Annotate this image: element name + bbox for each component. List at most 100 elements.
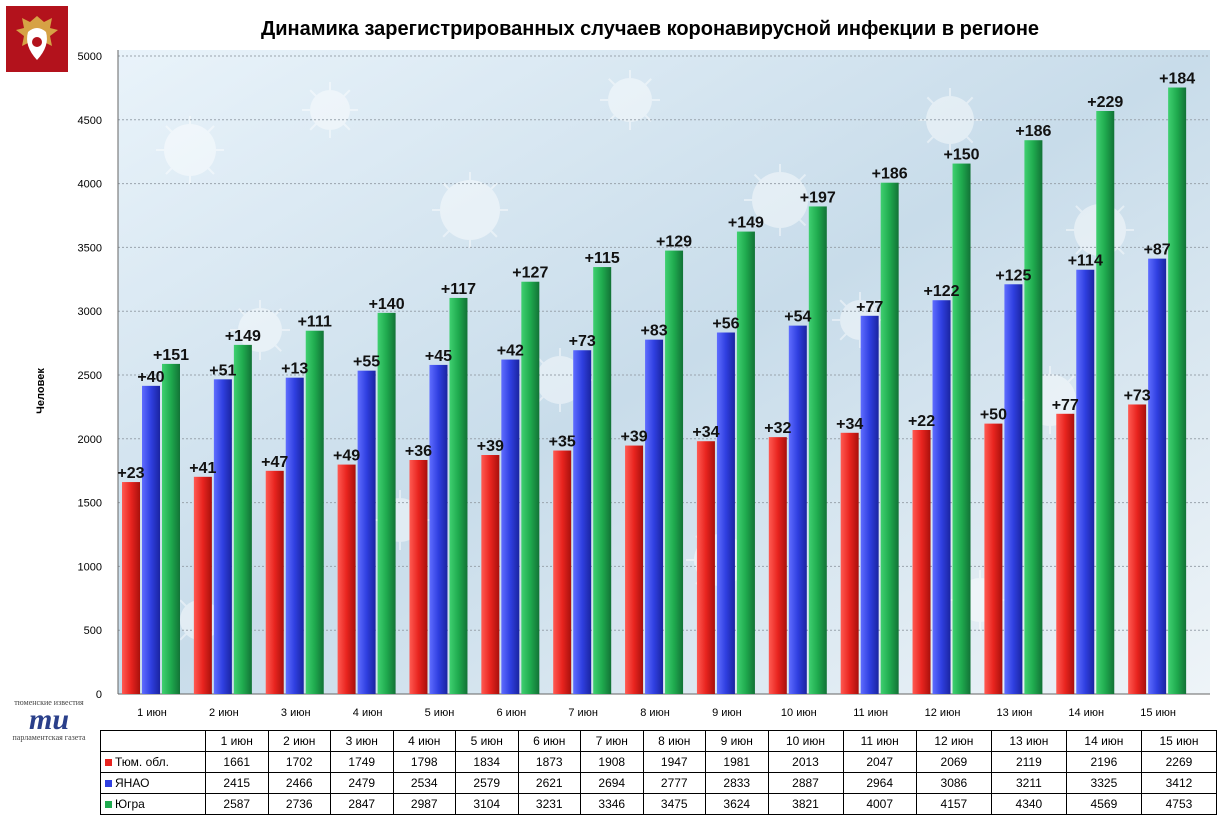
- bar-yanao: [716, 332, 735, 694]
- bar-tyumen: [696, 441, 715, 694]
- table-cell: 2415: [205, 772, 269, 794]
- table-cell: 3624: [705, 793, 769, 815]
- table-cell: 4007: [842, 793, 917, 815]
- bar-tyumen: [481, 455, 500, 694]
- data-table: 1 июн 2 июн 3 июн 4 июн 5 июн 6 июн 7 июн 8 июн…: [100, 730, 1218, 815]
- table-cell: 2579: [455, 772, 519, 794]
- table-header-cell: 5 июн: [455, 730, 519, 752]
- x-tick-label: 2 июн: [209, 707, 239, 719]
- table-cell: 2694: [580, 772, 644, 794]
- table-cell: 4569: [1065, 793, 1142, 815]
- increment-label: +197: [800, 189, 836, 206]
- table-cell: 1947: [642, 751, 706, 773]
- increment-label: +13: [281, 361, 308, 378]
- bar-yanao: [501, 359, 520, 694]
- x-tick-label: 7 июн: [568, 707, 598, 719]
- x-tick-label: 10 июн: [781, 707, 817, 719]
- table-cell: 3475: [642, 793, 706, 815]
- increment-label: +129: [656, 234, 692, 251]
- increment-label: +50: [980, 407, 1007, 424]
- legend-entry: Тюм. обл.: [100, 751, 206, 773]
- bar-yanao: [573, 350, 592, 694]
- bar-yanao: [213, 379, 232, 694]
- table-cell: 2621: [517, 772, 581, 794]
- legend-swatch: [105, 801, 112, 809]
- bar-yanao: [645, 339, 664, 694]
- y-tick-label: 0: [96, 689, 102, 701]
- bar-yanao: [932, 300, 951, 694]
- increment-label: +184: [1159, 71, 1195, 88]
- bar-tyumen: [409, 459, 428, 694]
- table-cell: 3325: [1065, 772, 1142, 794]
- table-cell: 2479: [330, 772, 394, 794]
- increment-label: +186: [872, 166, 908, 183]
- increment-label: +149: [728, 215, 764, 232]
- bar-yugra: [593, 267, 612, 694]
- bar-tyumen: [984, 423, 1003, 694]
- bar-tyumen: [193, 476, 212, 694]
- table-cell: 2587: [205, 793, 269, 815]
- table-cell: 1834: [455, 751, 519, 773]
- bar-yugra: [1168, 87, 1187, 694]
- increment-label: +40: [137, 369, 164, 386]
- increment-label: +55: [353, 354, 380, 371]
- bar-yanao: [1076, 269, 1095, 694]
- table-header-cell: 4 июн: [392, 730, 456, 752]
- table-cell: 1908: [580, 751, 644, 773]
- increment-label: +229: [1087, 94, 1123, 111]
- x-tick-label: 1 июн: [137, 707, 167, 719]
- table-cell: 2987: [392, 793, 456, 815]
- bar-tyumen: [265, 470, 284, 694]
- table-header-row: 1 июн 2 июн 3 июн 4 июн 5 июн 6 июн 7 июн 8 июн…: [100, 730, 1218, 752]
- newspaper-logo: тюменские известия ти парламентская газе…: [6, 698, 92, 746]
- table-cell: 2269: [1140, 751, 1218, 773]
- x-tick-label: 15 июн: [1140, 707, 1176, 719]
- table-cell: 1873: [517, 751, 581, 773]
- table-header-cell: 15 июн: [1140, 730, 1218, 752]
- legend-swatch: [105, 759, 112, 767]
- increment-label: +39: [620, 429, 647, 446]
- table-cell: 2047: [842, 751, 917, 773]
- x-tick-label: 9 июн: [712, 707, 742, 719]
- increment-label: +117: [441, 281, 476, 298]
- increment-label: +47: [261, 454, 288, 471]
- bar-tyumen: [553, 450, 572, 694]
- x-tick-label: 13 июн: [997, 707, 1033, 719]
- table-cell: 3104: [455, 793, 519, 815]
- y-tick-label: 500: [84, 625, 102, 637]
- increment-label: +151: [153, 347, 189, 364]
- bar-yugra: [1096, 110, 1115, 694]
- increment-label: +35: [549, 434, 576, 451]
- increment-label: +73: [1124, 387, 1151, 404]
- bar-tyumen: [337, 464, 356, 694]
- increment-label: +77: [1052, 397, 1079, 414]
- x-tick-label: 14 июн: [1068, 707, 1104, 719]
- bar-yugra: [808, 206, 827, 694]
- bar-yanao: [357, 370, 376, 694]
- table-cell: 2069: [915, 751, 992, 773]
- bar-yanao: [1148, 258, 1167, 694]
- table-header-cell: 3 июн: [330, 730, 394, 752]
- increment-label: +56: [712, 316, 739, 333]
- increment-label: +149: [225, 328, 261, 345]
- increment-label: +42: [497, 343, 524, 360]
- table-header-cell: 12 июн: [915, 730, 992, 752]
- table-header-cell: 8 июн: [642, 730, 706, 752]
- legend-entry: Югра: [100, 793, 206, 815]
- bar-yugra: [449, 297, 468, 694]
- bar-yugra: [736, 231, 755, 694]
- bar-yugra: [1024, 140, 1043, 694]
- table-cell: 1981: [705, 751, 769, 773]
- y-tick-label: 1500: [78, 498, 102, 510]
- table-header-cell: 6 июн: [517, 730, 581, 752]
- table-header-cell: 11 июн: [842, 730, 917, 752]
- legend-swatch: [105, 780, 112, 788]
- table-header-cell: 13 июн: [990, 730, 1067, 752]
- increment-label: +32: [764, 420, 791, 437]
- table-cell: 2466: [267, 772, 331, 794]
- increment-label: +39: [477, 438, 504, 455]
- table-cell: 1702: [267, 751, 331, 773]
- bar-tyumen: [625, 445, 644, 694]
- x-tick-label: 8 июн: [640, 707, 670, 719]
